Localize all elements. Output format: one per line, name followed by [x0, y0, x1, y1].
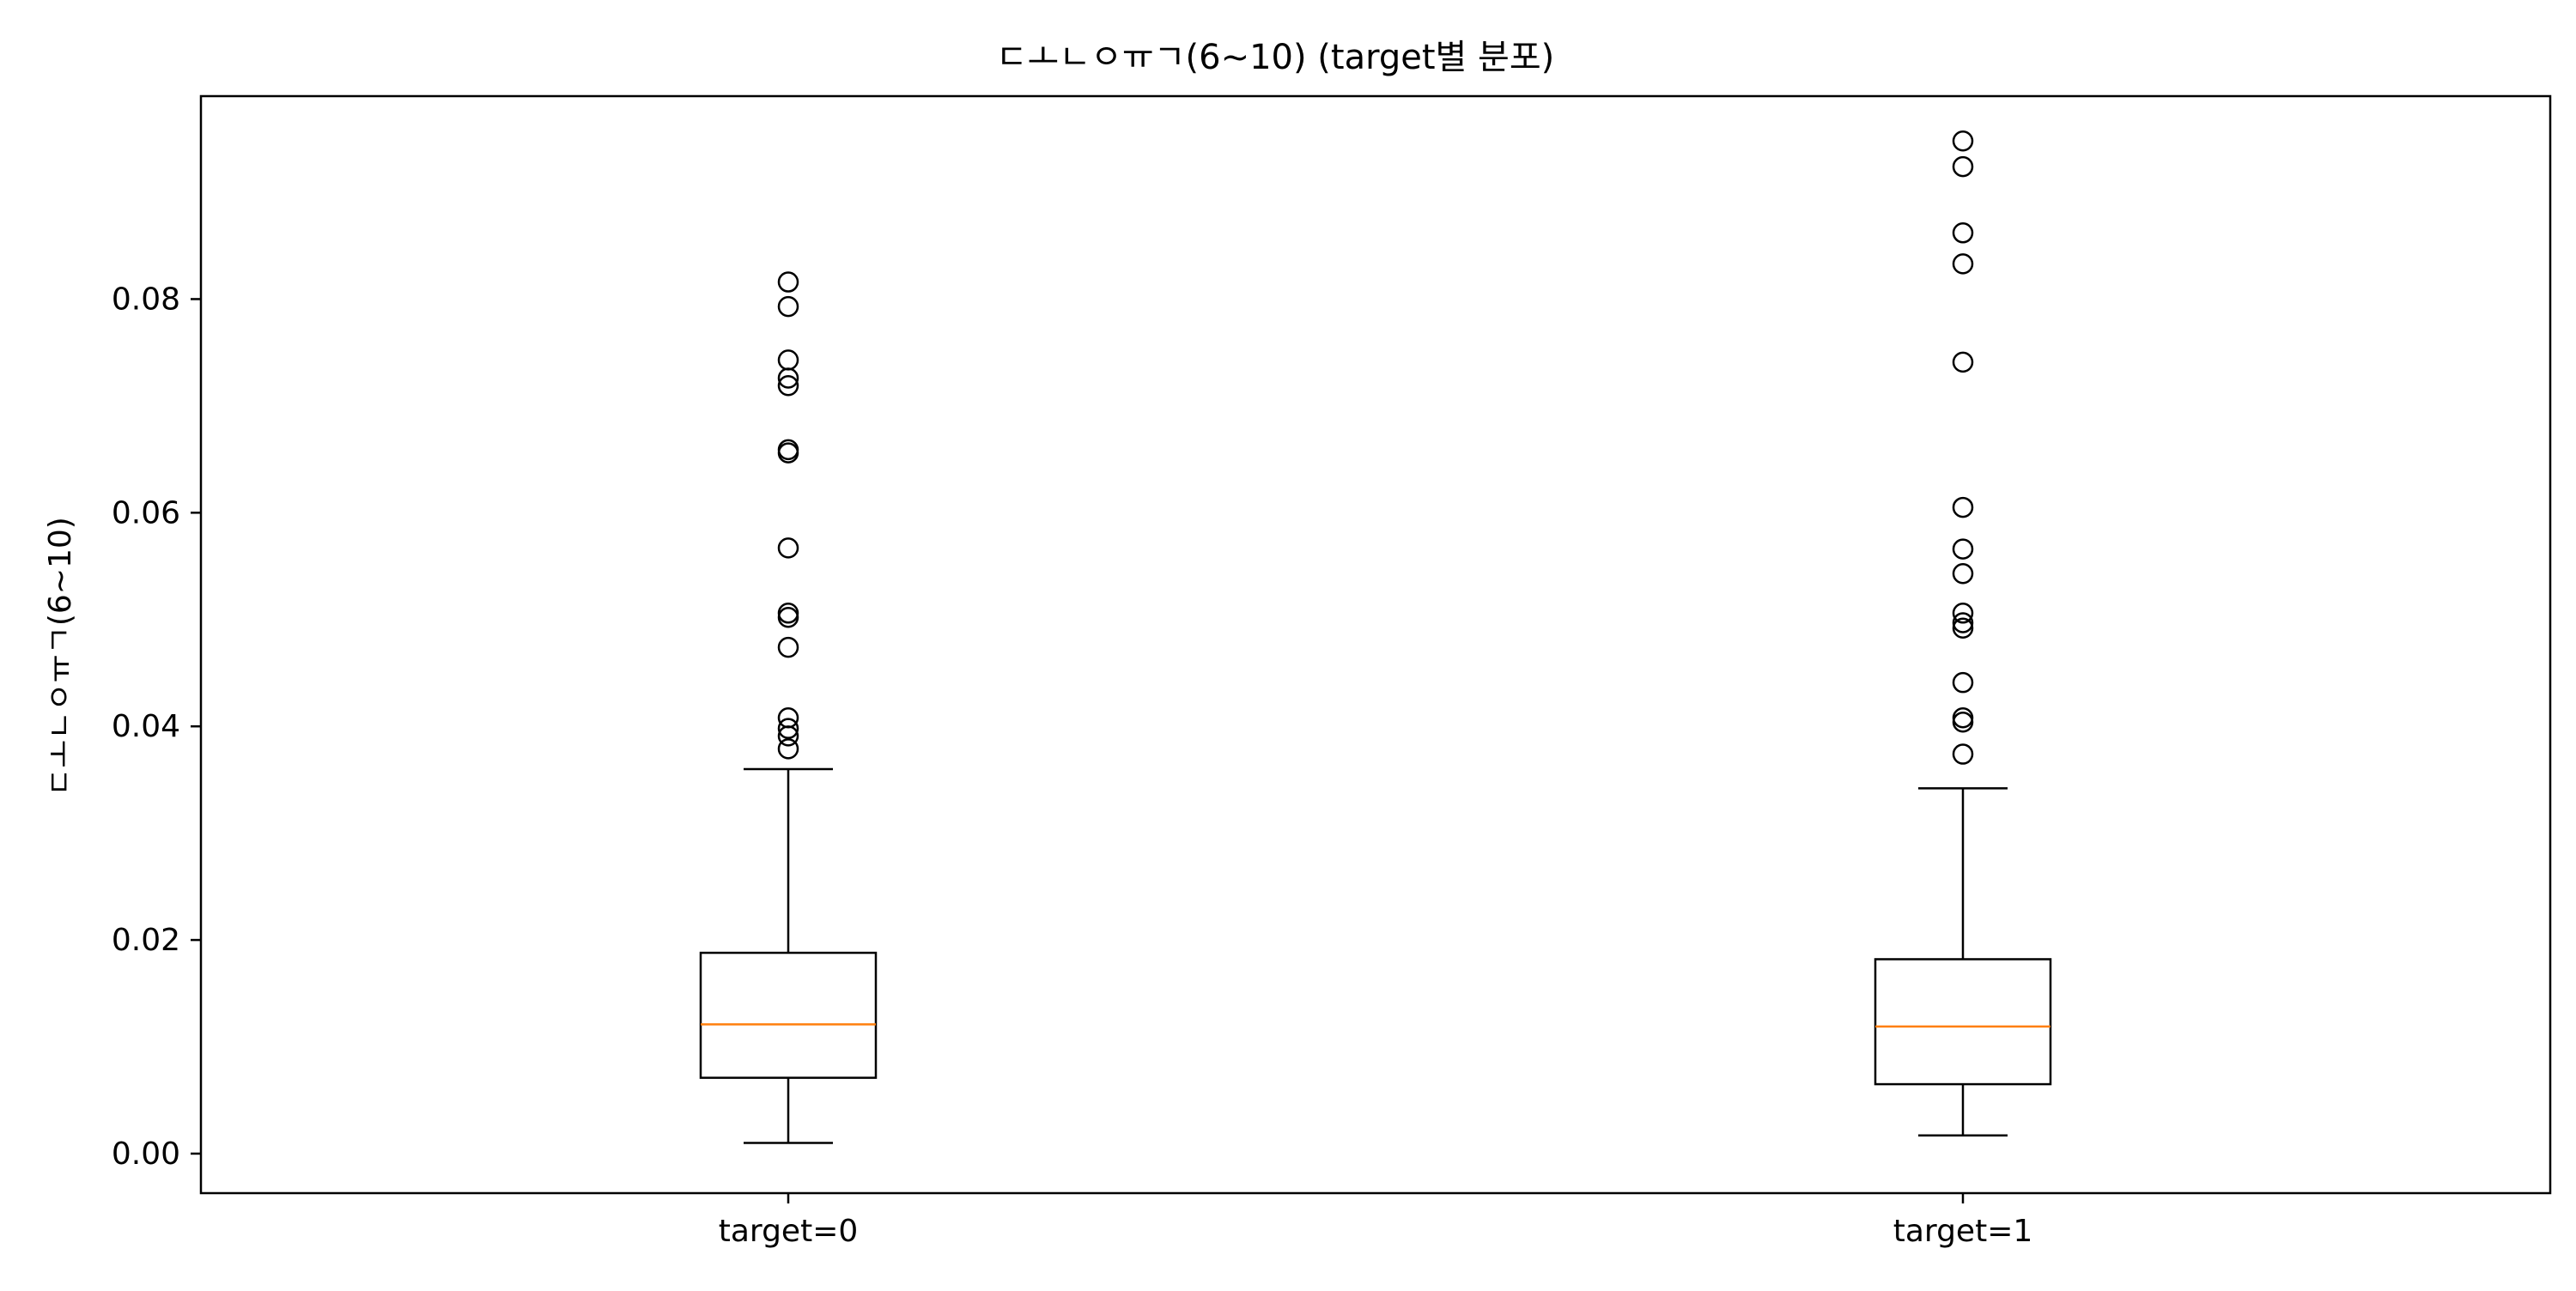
chart-title: ㄷㅗㄴㅇㅠㄱ(6~10) (target별 분포) — [996, 38, 1555, 77]
outlier-point — [1952, 743, 1974, 765]
outlier-point — [777, 349, 799, 371]
outlier-point — [1952, 253, 1974, 275]
outlier-point — [777, 603, 799, 624]
plot-area: 0.00 0.02 0.04 0.06 0.08 target=0 target=1 — [112, 94, 2552, 1249]
outlier-point — [1952, 222, 1974, 244]
outlier-point — [777, 706, 799, 729]
box-iqr — [699, 951, 878, 1079]
outlier-point — [777, 718, 799, 739]
y-tick-label: 0.02 — [112, 923, 180, 958]
outlier-point — [1952, 155, 1974, 178]
outlier-point — [1952, 706, 1974, 729]
outlier-point — [777, 537, 799, 559]
outlier-point — [1952, 617, 1974, 639]
x-tick-label: target=1 — [1893, 1214, 2033, 1249]
outlier-point — [777, 607, 799, 628]
y-tick-label: 0.06 — [112, 495, 180, 530]
outlier-point — [777, 374, 799, 397]
y-tick-label: 0.04 — [112, 709, 180, 744]
outlier-point — [1952, 603, 1974, 624]
outlier-point — [777, 295, 799, 318]
x-tick-label: target=0 — [719, 1214, 859, 1249]
outlier-point — [1952, 711, 1974, 733]
y-tick-label: 0.00 — [112, 1136, 180, 1172]
outlier-point — [777, 439, 799, 461]
outlier-point — [1952, 671, 1974, 694]
outlier-point — [777, 738, 799, 760]
outlier-point — [1952, 351, 1974, 373]
outlier-point — [1952, 130, 1974, 152]
outlier-point — [1952, 562, 1974, 585]
outlier-point — [1952, 612, 1974, 633]
box-iqr — [1874, 958, 2052, 1086]
plot-frame — [199, 94, 2552, 1195]
y-axis-label: ㄷㅗㄴㅇㅠㄱ(6~10) — [43, 517, 78, 797]
outlier-point — [1952, 538, 1974, 560]
outlier-point — [1952, 496, 1974, 518]
outlier-point — [777, 636, 799, 658]
outlier-point — [777, 271, 799, 293]
y-tick-label: 0.08 — [112, 282, 180, 317]
